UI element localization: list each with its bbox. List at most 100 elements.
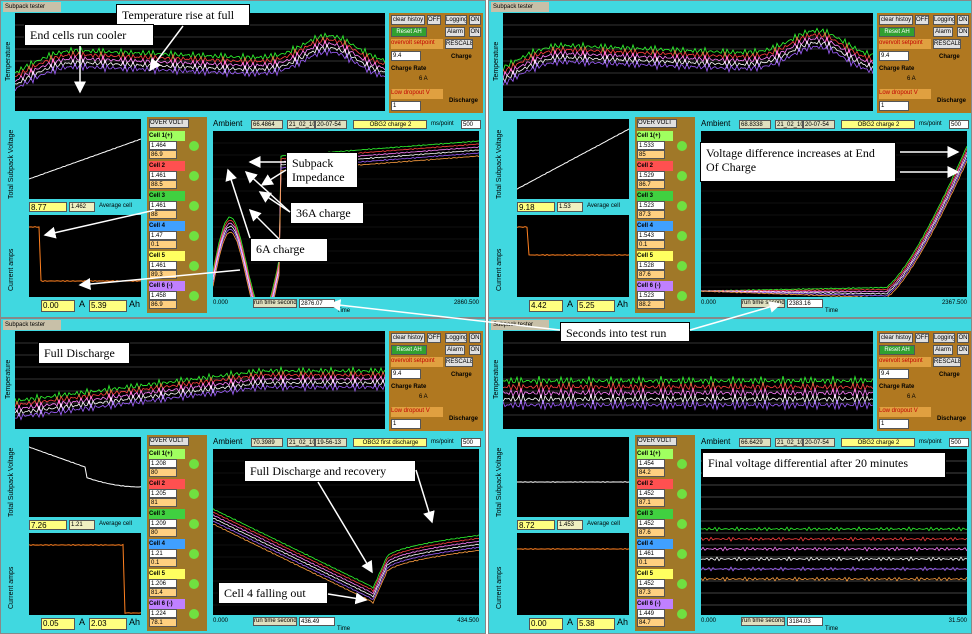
readout-label: Average cell [587, 521, 620, 527]
setting-label: Discharge [937, 416, 967, 422]
readout: 2.03 [89, 618, 127, 630]
trace [701, 154, 967, 295]
readout-label: Average cell [99, 203, 132, 209]
axis-label: Temperature [493, 359, 500, 399]
setting-value: 6 A [419, 76, 428, 82]
ambient-value: 70.3989 [251, 438, 283, 447]
cell-voltage: 1.523 [637, 291, 665, 300]
control-button: Alarm [445, 27, 465, 37]
cell-led [677, 141, 687, 151]
window-title: Subpack tester [3, 320, 61, 330]
ambient-value: 66.6429 [739, 438, 771, 447]
control-button: Alarm [933, 27, 953, 37]
control-panel: clear histoy OFF Logging ON Reset AH Alarm ON R… [389, 331, 483, 431]
setting-input: 9.4 [879, 369, 909, 379]
control-button: ON [469, 15, 481, 25]
cell-percent: 0.1 [637, 240, 665, 249]
window-title: Subpack tester [491, 2, 549, 12]
voltage-chart [517, 119, 629, 199]
x-axis-label: Time [337, 626, 351, 632]
setting-label: Low dropout V [391, 407, 443, 417]
trace [701, 546, 967, 552]
x-start: 0.000 [701, 300, 717, 306]
ambient-value: 66.4864 [251, 120, 283, 129]
cell-voltage: 1.449 [637, 609, 665, 618]
trace [15, 47, 385, 92]
cell-voltage: 1.461 [149, 261, 177, 270]
cell-led [189, 231, 199, 241]
clock: 20-07-54 [803, 120, 835, 129]
control-panel: clear histoy OFF Logging ON Reset AH Alarm ON R… [389, 13, 483, 113]
cell-led [189, 261, 199, 271]
trace [517, 226, 629, 257]
control-button: clear histoy [391, 333, 425, 343]
x-start: 0.000 [701, 618, 717, 624]
cell-label: Cell 3 [149, 191, 185, 201]
cell-percent: 89.3 [149, 270, 177, 279]
run-time-value: 2876.07 [299, 299, 335, 308]
cell-led [189, 459, 199, 469]
control-button: ON [957, 345, 969, 355]
cell-label: Cell 2 [149, 479, 185, 489]
clock: 20-07-54 [803, 438, 835, 447]
current-chart [29, 533, 141, 615]
control-panel: clear histoy OFF Logging ON Reset AH Alarm ON R… [877, 331, 971, 431]
cell-label: Cell 1(+) [637, 131, 673, 141]
run-time-label: run time seconds [741, 299, 785, 308]
x-end: 434.500 [457, 618, 479, 624]
trace [213, 517, 479, 598]
cell-label: Cell 1(+) [637, 449, 673, 459]
trace [213, 140, 479, 297]
readout-label: Ah [129, 618, 141, 627]
readout-label: A [79, 618, 86, 627]
trace [701, 556, 967, 562]
trace [29, 138, 141, 180]
setting-label: overvolt setpoint [391, 357, 443, 367]
cell-label: Cell 4 [637, 221, 673, 231]
cell-percent: 88.2 [637, 300, 665, 309]
axis-label: Current amps [8, 248, 15, 291]
x-end: 2860.500 [453, 300, 479, 306]
current-chart [517, 533, 629, 615]
ms-label: ms/point [431, 439, 454, 445]
setting-input: 1 [879, 419, 909, 429]
setting-label: overvolt setpoint [879, 39, 931, 49]
run-time-value: 3184.03 [787, 617, 823, 626]
cell-percent: 0.1 [637, 558, 665, 567]
cell-voltage: 1.452 [637, 489, 665, 498]
ambient-value: 68.8338 [739, 120, 771, 129]
setting-input: 1 [391, 101, 421, 111]
ambient-label: Ambient [701, 119, 731, 128]
trace [503, 43, 873, 86]
current-chart [517, 215, 629, 297]
cell-led [677, 609, 687, 619]
cell-percent: 80 [149, 468, 177, 477]
control-button: Reset AH [879, 345, 915, 355]
setting-value: 6 A [907, 394, 916, 400]
readout: 5.25 [577, 300, 615, 312]
annotation: Full Discharge [38, 342, 130, 364]
readout: 9.18 [517, 202, 555, 212]
annotation: 36A charge [290, 202, 364, 224]
cell-percent: 85 [637, 150, 665, 159]
annotation: Seconds into test run [560, 322, 690, 342]
annotation: Final voltage differential after 20 minu… [702, 452, 946, 478]
ambient-label: Ambient [701, 437, 731, 446]
cell-label: Cell 3 [637, 509, 673, 519]
readout: 1.21 [69, 520, 95, 530]
setting-label: Charge [451, 372, 472, 378]
trace [701, 148, 967, 292]
readout: 1.453 [557, 520, 583, 530]
x-end: 31.500 [948, 618, 967, 624]
axis-label: Temperature [5, 359, 12, 399]
trace [503, 399, 873, 411]
trace [701, 536, 967, 542]
readout: 5.38 [577, 618, 615, 630]
clock: 20-07-54 [315, 120, 347, 129]
readout: 8.77 [29, 202, 67, 212]
setting-label: Low dropout V [879, 89, 931, 99]
cell-voltage: 1.461 [149, 171, 177, 180]
trace [15, 370, 385, 409]
trace [213, 508, 479, 589]
setting-label: Discharge [449, 416, 479, 422]
